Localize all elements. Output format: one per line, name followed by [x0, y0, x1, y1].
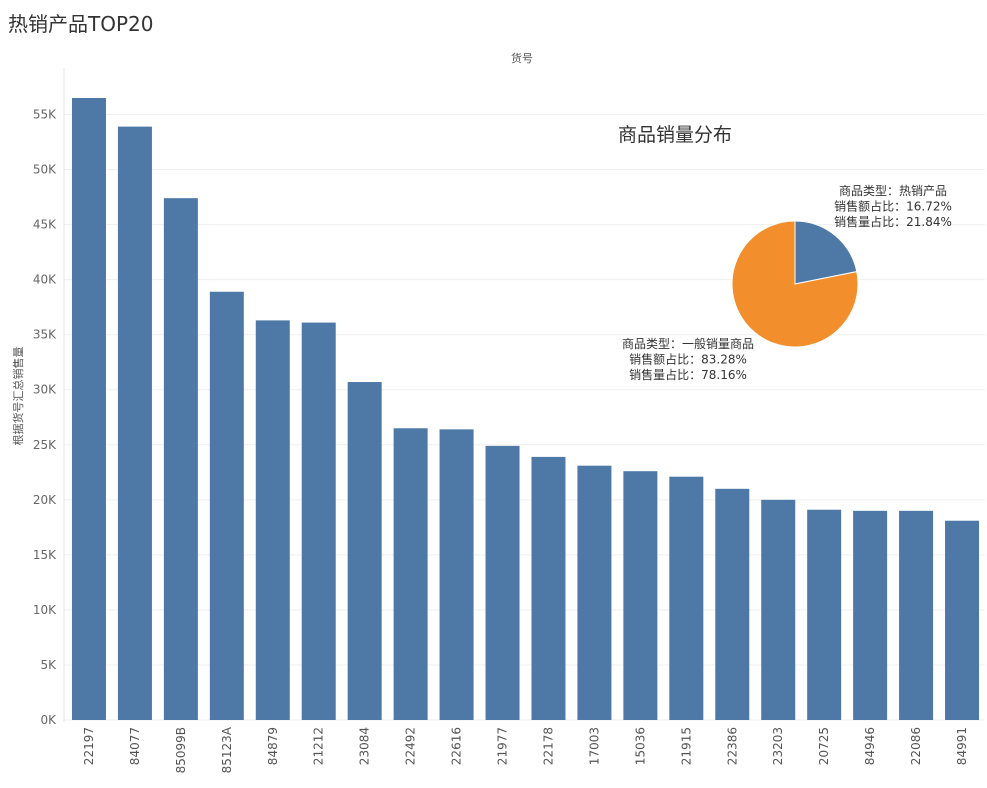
x-tick-label: 22492: [404, 727, 418, 765]
bar[interactable]: [485, 445, 520, 720]
x-tick-label: 23203: [771, 727, 785, 765]
bar[interactable]: [209, 291, 244, 720]
bar[interactable]: [945, 520, 980, 720]
bar[interactable]: [255, 320, 290, 720]
x-tick-label: 17003: [587, 727, 601, 765]
y-tick-label: 15K: [33, 548, 57, 562]
x-tick-label: 85123A: [220, 726, 234, 773]
bar[interactable]: [393, 428, 428, 720]
y-tick-label: 55K: [33, 108, 57, 122]
x-tick-label: 23084: [358, 727, 372, 765]
x-axis-ticks: 22197 84077 85099B 85123A 84879 21212 23084 224…: [82, 726, 969, 773]
bar[interactable]: [623, 471, 658, 720]
y-axis-ticks: 0K 5K 10K 15K 20K 25K 30K 35K 40K 45K 50K 55K: [33, 108, 57, 727]
bar[interactable]: [163, 198, 198, 720]
pie-label: 销售量占比：21.84%: [834, 214, 952, 229]
x-tick-label: 22178: [541, 727, 555, 765]
x-tick-label: 21915: [679, 727, 693, 765]
y-tick-label: 35K: [33, 328, 57, 342]
x-tick-label: 22616: [450, 727, 464, 765]
bar[interactable]: [669, 476, 704, 720]
bar[interactable]: [853, 510, 888, 720]
x-tick-label: 85099B: [174, 727, 188, 773]
y-tick-label: 45K: [33, 218, 57, 232]
bar[interactable]: [117, 126, 152, 721]
x-axis-label: 货号: [511, 51, 533, 65]
y-tick-label: 25K: [33, 438, 57, 452]
y-tick-label: 10K: [33, 603, 57, 617]
y-tick-label: 30K: [33, 383, 57, 397]
bar[interactable]: [899, 510, 934, 720]
bar[interactable]: [531, 456, 566, 720]
y-tick-label: 0K: [40, 713, 57, 727]
bar[interactable]: [715, 488, 750, 720]
pie-slice[interactable]: [794, 220, 858, 285]
x-tick-label: 21977: [496, 727, 510, 765]
x-tick-label: 22197: [82, 727, 96, 765]
bars: [71, 98, 980, 721]
pie-title: 商品销量分布: [618, 124, 732, 146]
y-tick-label: 20K: [33, 493, 57, 507]
pie-label: 销售额占比：16.72%: [834, 199, 952, 214]
bar[interactable]: [807, 509, 842, 720]
y-tick-label: 40K: [33, 273, 57, 287]
x-tick-label: 22386: [725, 727, 739, 765]
x-tick-label: 84946: [863, 727, 877, 765]
bar[interactable]: [347, 382, 382, 720]
x-tick-label: 20725: [817, 727, 831, 765]
bar[interactable]: [71, 98, 106, 720]
bar[interactable]: [761, 499, 796, 720]
x-tick-label: 22086: [909, 727, 923, 765]
x-tick-label: 84879: [266, 727, 280, 765]
x-tick-label: 84077: [128, 727, 142, 765]
y-axis-label: 根据货号汇总销售量: [11, 347, 25, 446]
pie-label: 商品类型：热销产品: [839, 183, 947, 198]
pie-label: 商品类型：一般销量商品: [622, 336, 754, 351]
bar[interactable]: [439, 429, 474, 720]
pie: [731, 220, 859, 348]
chart-title: 热销产品TOP20: [8, 12, 153, 36]
pie-label: 销售额占比：83.28%: [629, 352, 747, 367]
pie-label: 销售量占比：78.16%: [629, 367, 747, 382]
x-tick-label: 15036: [633, 727, 647, 765]
x-tick-label: 21212: [312, 727, 326, 765]
pie-slice[interactable]: [731, 220, 859, 348]
y-tick-label: 50K: [33, 163, 57, 177]
bar[interactable]: [577, 465, 612, 720]
y-tick-label: 5K: [40, 658, 57, 672]
bar[interactable]: [301, 322, 336, 720]
x-tick-label: 84991: [955, 727, 969, 765]
